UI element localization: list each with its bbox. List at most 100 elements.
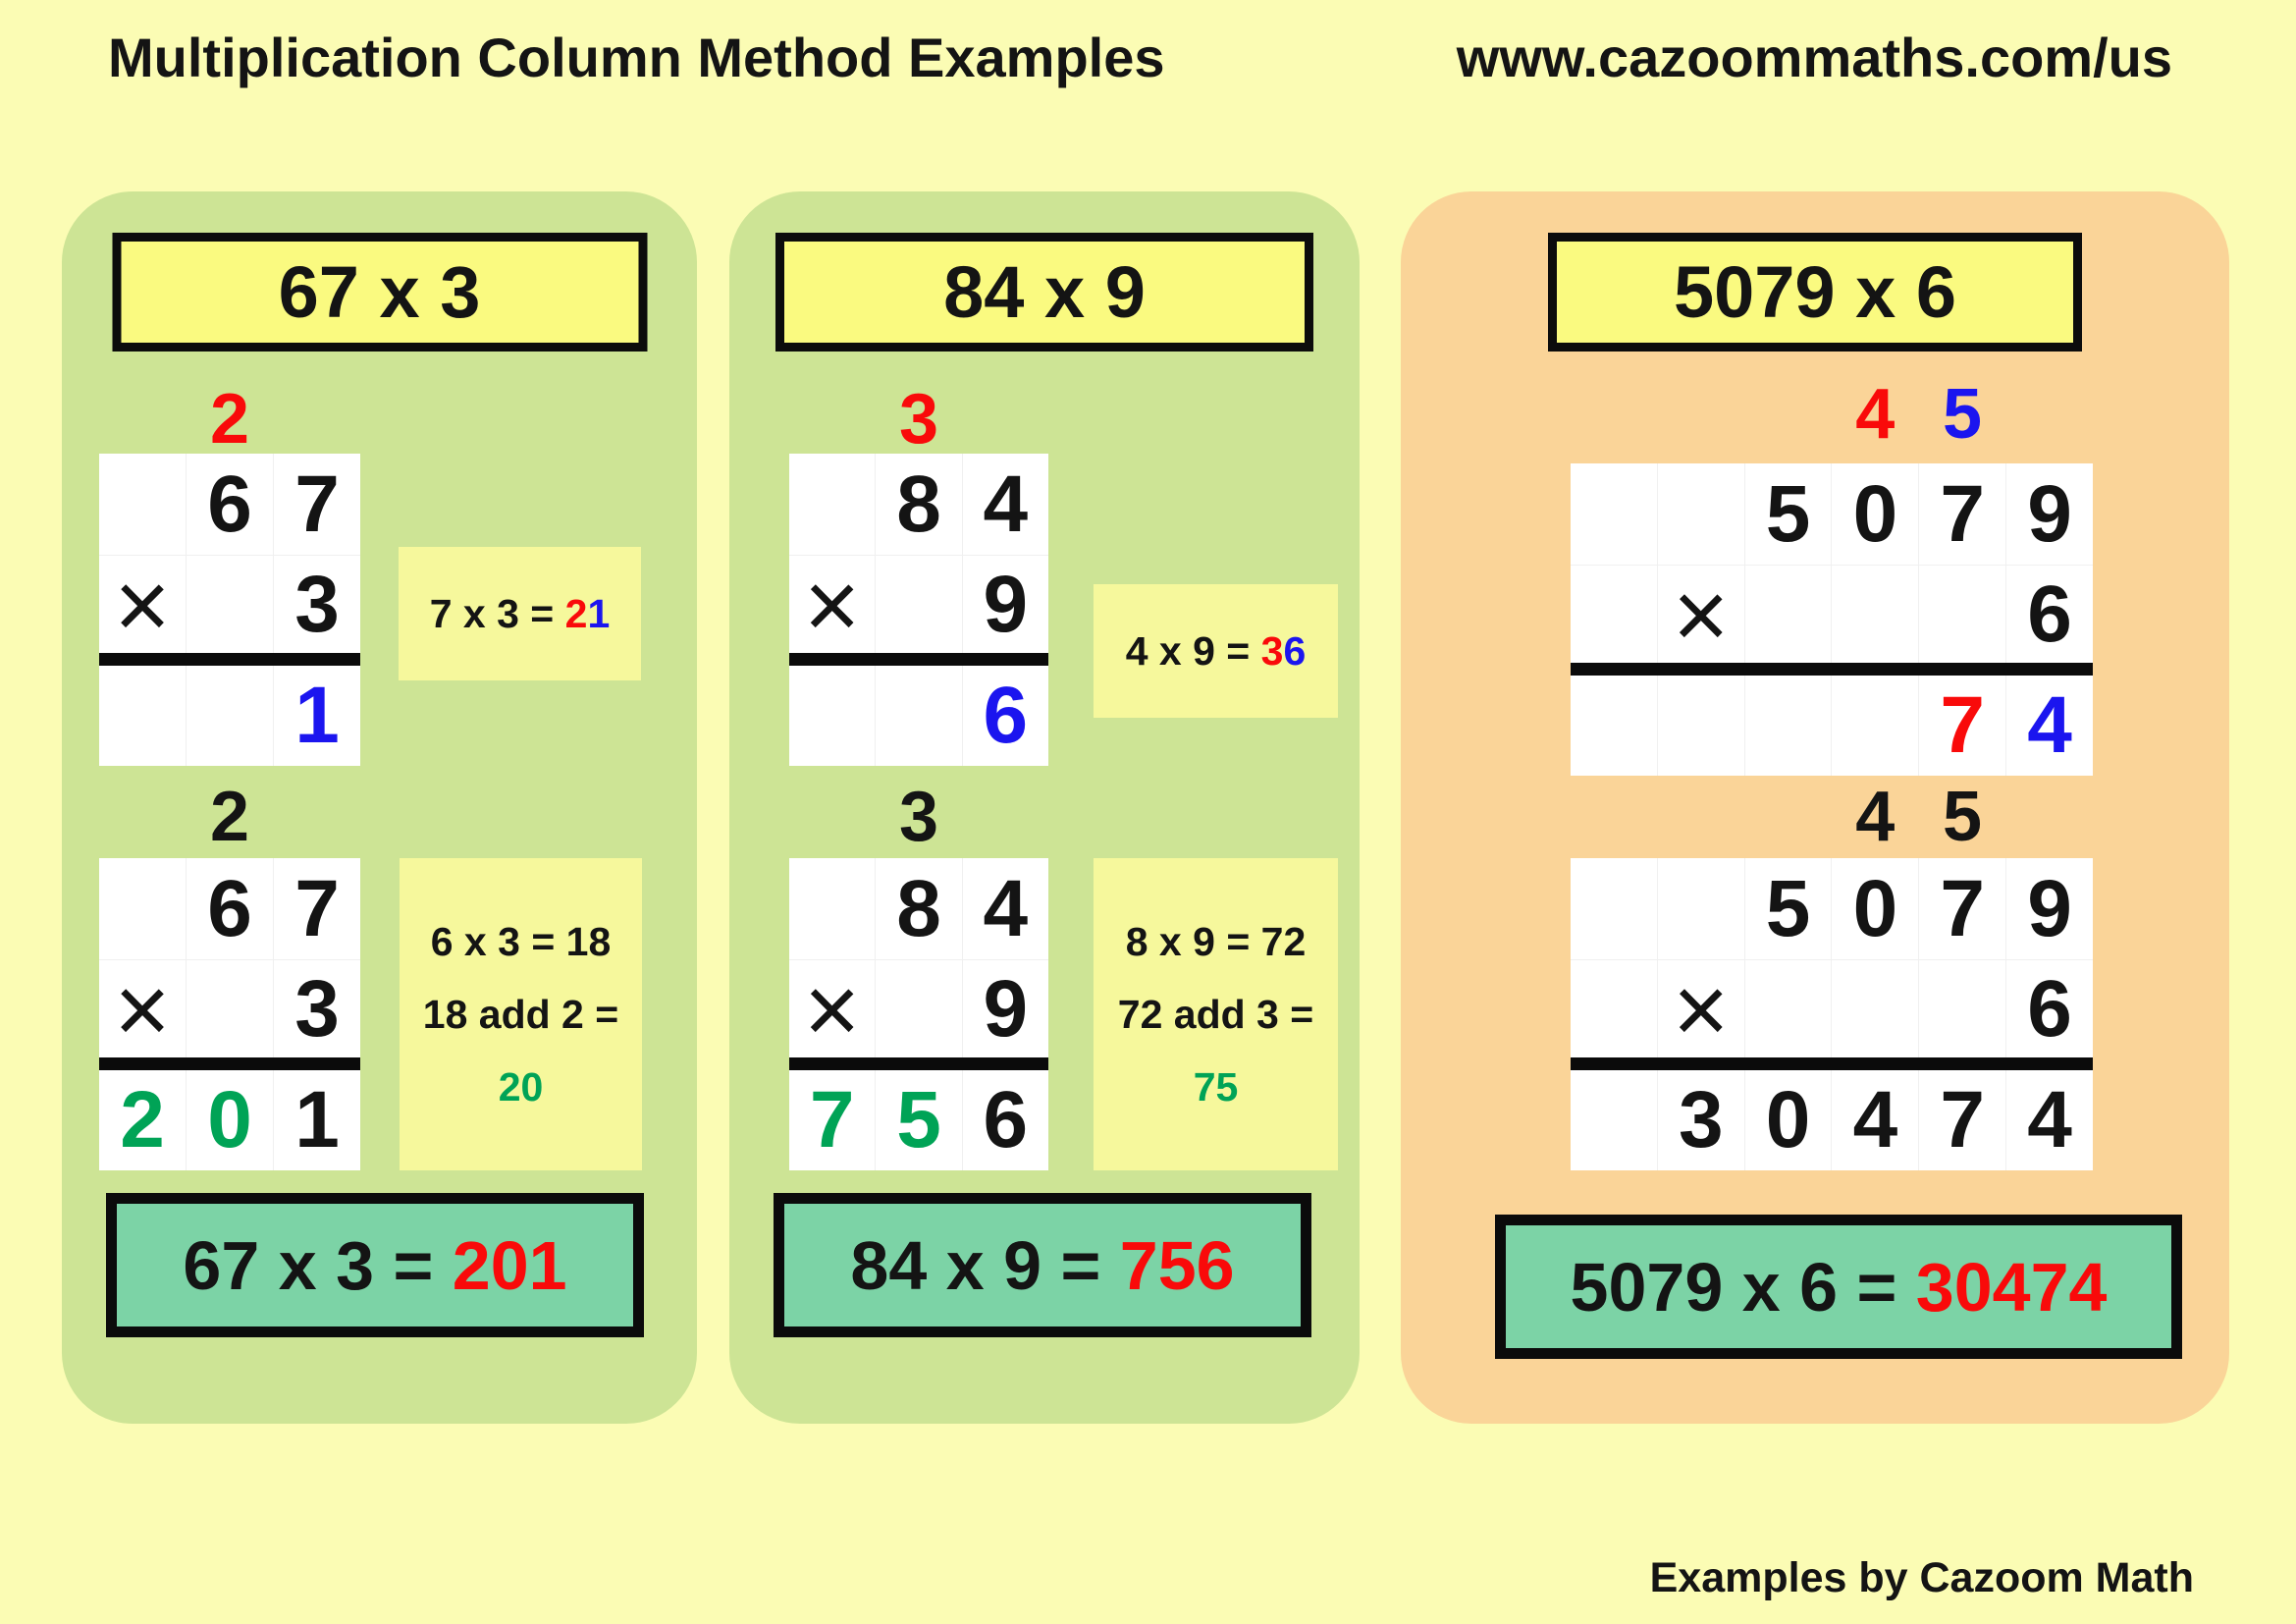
grid-cell: 7 (1919, 676, 2007, 776)
grid-cell (1658, 858, 1745, 959)
grid-cell: × (1658, 566, 1745, 663)
grid-row: × 9 (789, 959, 1048, 1057)
multiply-sign: × (1673, 954, 1730, 1063)
grid-digit: 6 (207, 459, 252, 549)
carry-digit-text: 3 (898, 778, 939, 856)
grid-digit: 8 (896, 459, 941, 549)
site-url: www.cazoommaths.com/us (1456, 27, 2172, 88)
carry-digit: 4 (1832, 379, 1919, 450)
grid-digit: 7 (294, 459, 340, 549)
column-grid: 5 0 7 9 × 6 7 4 (1571, 463, 2093, 776)
grid-row: × 6 (1571, 959, 2093, 1057)
answer-line (99, 653, 360, 666)
grid-cell: 2 (99, 1070, 187, 1170)
grid-cell: 3 (1658, 1070, 1745, 1170)
grid-cell (1658, 676, 1745, 776)
note-text: 18 add 2 = (422, 992, 619, 1037)
grid-cell (1658, 463, 1745, 565)
grid-digit: 7 (809, 1075, 855, 1164)
grid-cell (789, 454, 877, 555)
grid-cell (1745, 960, 1833, 1057)
carry-digit: 2 (187, 782, 274, 852)
grid-cell: × (789, 960, 877, 1057)
grid-cell: 8 (876, 858, 963, 959)
carry-digit: 5 (1919, 379, 2006, 450)
grid-cell (1832, 676, 1920, 776)
grid-cell: 6 (187, 454, 274, 555)
note-text: 8 x 9 = 72 (1125, 919, 1307, 964)
panel-title: 5079 x 6 (1673, 251, 1957, 333)
carry-digit-text: 3 (898, 380, 939, 459)
result-box: 84 x 9 = 756 (774, 1193, 1311, 1337)
grid-digit: 5 (1765, 863, 1811, 953)
panel-5079x6: 5079 x 6 4 5 5 0 7 9 × 6 7 4 4 5 5 0 7 9 × 6 3 0 4 7 4 5079 x 6 … (1401, 191, 2229, 1424)
grid-cell: 0 (1832, 463, 1920, 565)
grid-cell: × (99, 556, 187, 653)
grid-cell: 7 (1919, 858, 2007, 959)
note-text: 1 (587, 591, 611, 636)
grid-cell: 7 (789, 1070, 877, 1170)
carry-digit-text: 5 (1942, 375, 1982, 454)
grid-cell: 4 (1832, 1070, 1920, 1170)
grid-digit: 0 (1852, 863, 1898, 953)
result-text: 30474 (1915, 1248, 2108, 1326)
note-box: 4 x 9 = 36 (1094, 584, 1338, 718)
grid-cell: 9 (2006, 858, 2093, 959)
column-grid: 8 4 × 9 6 (789, 454, 1048, 766)
grid-cell (1919, 566, 2007, 663)
grid-digit: 7 (1940, 1075, 1986, 1164)
grid-digit: 5 (1765, 468, 1811, 559)
multiply-sign: × (114, 954, 171, 1063)
grid-digit: 7 (1940, 468, 1986, 559)
note-line: 8 x 9 = 72 (1126, 905, 1307, 978)
grid-cell (99, 666, 187, 766)
result-box: 67 x 3 = 201 (106, 1193, 644, 1337)
grid-row: × 6 (1571, 565, 2093, 663)
note-text: 2 (564, 591, 588, 636)
grid-cell: 5 (1745, 858, 1833, 959)
grid-digit: 2 (120, 1075, 165, 1164)
note-text: 4 x 9 = (1125, 628, 1261, 674)
grid-cell: 3 (274, 556, 360, 653)
note-box: 8 x 9 = 72 72 add 3 = 75 (1094, 858, 1338, 1170)
grid-digit: 7 (1940, 863, 1986, 953)
grid-cell: 6 (963, 1070, 1048, 1170)
grid-digit: 3 (294, 559, 340, 649)
grid-digit: 5 (896, 1075, 941, 1164)
note-box: 6 x 3 = 18 18 add 2 = 20 (400, 858, 642, 1170)
grid-cell: × (1658, 960, 1745, 1057)
multiply-sign: × (114, 550, 171, 659)
grid-cell (876, 556, 963, 653)
note-text: 72 add 3 = (1117, 992, 1314, 1037)
grid-cell: 6 (187, 858, 274, 959)
grid-digit: 9 (2027, 468, 2072, 559)
result-text: 756 (1119, 1226, 1235, 1304)
carry-digit: 4 (1832, 782, 1919, 852)
grid-row: 1 (99, 666, 360, 766)
grid-cell: 9 (963, 960, 1048, 1057)
grid-cell: 1 (274, 1070, 360, 1170)
column-grid: 6 7 × 3 1 (99, 454, 360, 766)
grid-cell: 5 (1745, 463, 1833, 565)
carry-digit-text: 4 (1855, 375, 1896, 454)
carry-digit: 3 (876, 782, 962, 852)
footer-credit: Examples by Cazoom Math (1649, 1554, 2194, 1601)
panel-title-box: 67 x 3 (112, 233, 647, 352)
note-text: 7 x 3 = (429, 591, 565, 636)
panel-84x9: 84 x 9 3 8 4 × 9 6 4 x 9 = 36 3 8 4 × 9 7 5 6 8 x 9 = 72… (729, 191, 1360, 1424)
answer-line (789, 653, 1048, 666)
grid-row: × 9 (789, 555, 1048, 653)
grid-cell: 4 (963, 454, 1048, 555)
grid-cell (1832, 566, 1920, 663)
grid-cell: 8 (876, 454, 963, 555)
note-line: 18 add 2 = (423, 978, 618, 1051)
note-text: 20 (498, 1064, 544, 1110)
grid-cell: 6 (963, 666, 1048, 766)
grid-cell: 7 (1919, 1070, 2007, 1170)
grid-digit: 3 (1678, 1075, 1724, 1164)
grid-digit: 6 (2027, 963, 2072, 1054)
